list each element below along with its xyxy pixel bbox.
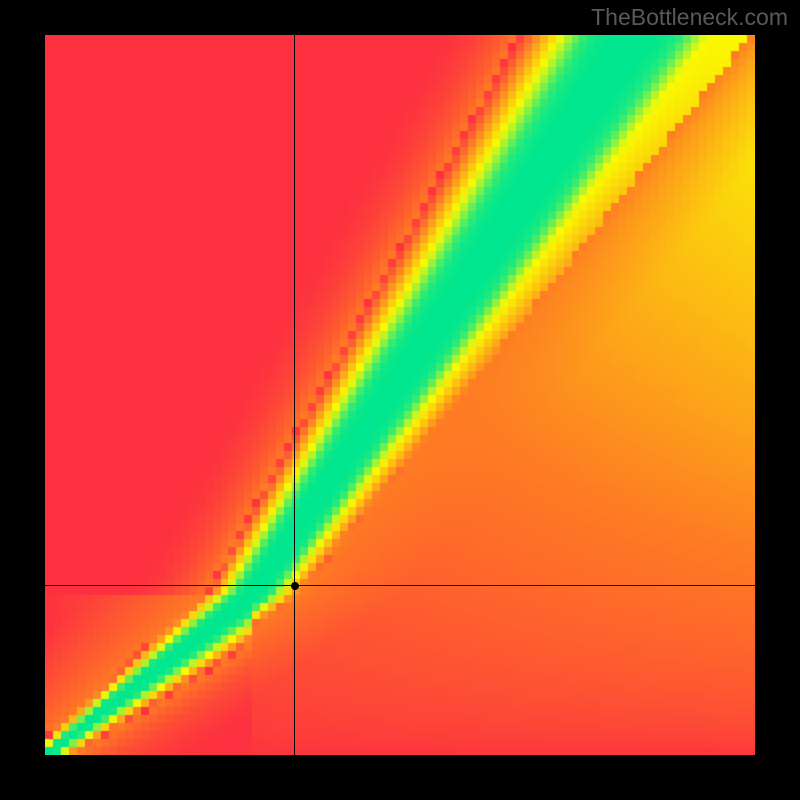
crosshair-vertical [294, 35, 295, 755]
bottleneck-heatmap-canvas [45, 35, 755, 755]
crosshair-horizontal [45, 585, 755, 586]
watermark-label: TheBottleneck.com [591, 4, 788, 31]
crosshair-dot [291, 582, 299, 590]
